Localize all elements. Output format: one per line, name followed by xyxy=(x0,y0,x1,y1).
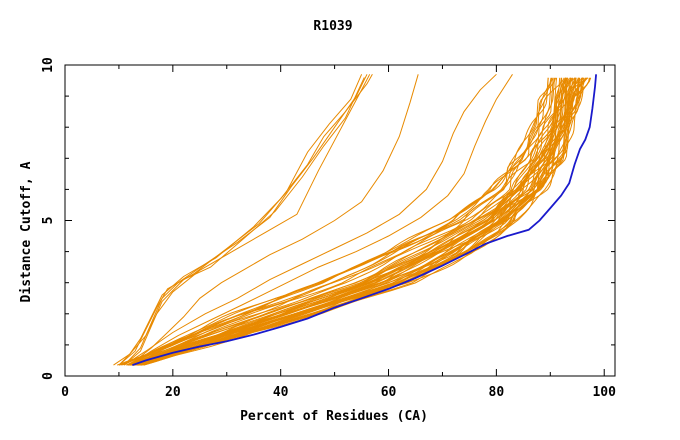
model-line-outlier xyxy=(129,74,513,366)
model-line xyxy=(133,77,561,366)
y-tick-label: 10 xyxy=(41,57,56,73)
model-line xyxy=(126,77,549,366)
plot-frame xyxy=(64,64,616,377)
x-tick-label: 40 xyxy=(273,385,289,400)
highlight-series-group xyxy=(132,74,597,366)
y-tick-label: 5 xyxy=(41,217,56,225)
x-tick-label: 100 xyxy=(592,385,616,400)
model-line-outlier xyxy=(123,74,368,366)
model-line xyxy=(119,77,565,366)
model-line xyxy=(128,77,558,366)
model-line xyxy=(132,77,588,366)
model-line xyxy=(143,77,585,366)
x-axis-title: Percent of Residues (CA) xyxy=(240,409,428,424)
model-line-outlier xyxy=(124,73,497,366)
model-line xyxy=(133,77,587,366)
highlight-line xyxy=(132,74,597,366)
chart-title: R1039 xyxy=(313,19,352,34)
model-line xyxy=(132,77,592,366)
model-line-outlier xyxy=(118,74,371,366)
model-line-outlier xyxy=(129,74,419,366)
model-line-outlier xyxy=(123,77,365,366)
x-tick-label: 0 xyxy=(61,385,69,400)
y-axis-title: Distance Cutoff, A xyxy=(19,161,34,302)
model-line xyxy=(138,77,567,366)
model-line xyxy=(132,77,590,366)
x-tick-label: 60 xyxy=(381,385,397,400)
model-line xyxy=(133,77,567,366)
x-tick-labels: 0 20 40 60 80 100 xyxy=(61,385,616,400)
model-line xyxy=(143,77,583,366)
model-line-outlier xyxy=(118,74,363,366)
x-tick-label: 20 xyxy=(165,385,181,400)
model-line xyxy=(130,77,584,366)
plot-area xyxy=(113,73,597,366)
model-line xyxy=(126,77,576,366)
model-line xyxy=(132,77,589,366)
model-line xyxy=(122,77,552,366)
y-tick-labels: 0 5 10 xyxy=(41,57,56,380)
y-tick-label: 0 xyxy=(41,372,56,380)
model-series-group xyxy=(113,73,592,366)
model-line xyxy=(128,77,584,366)
x-tick-label: 80 xyxy=(489,385,505,400)
